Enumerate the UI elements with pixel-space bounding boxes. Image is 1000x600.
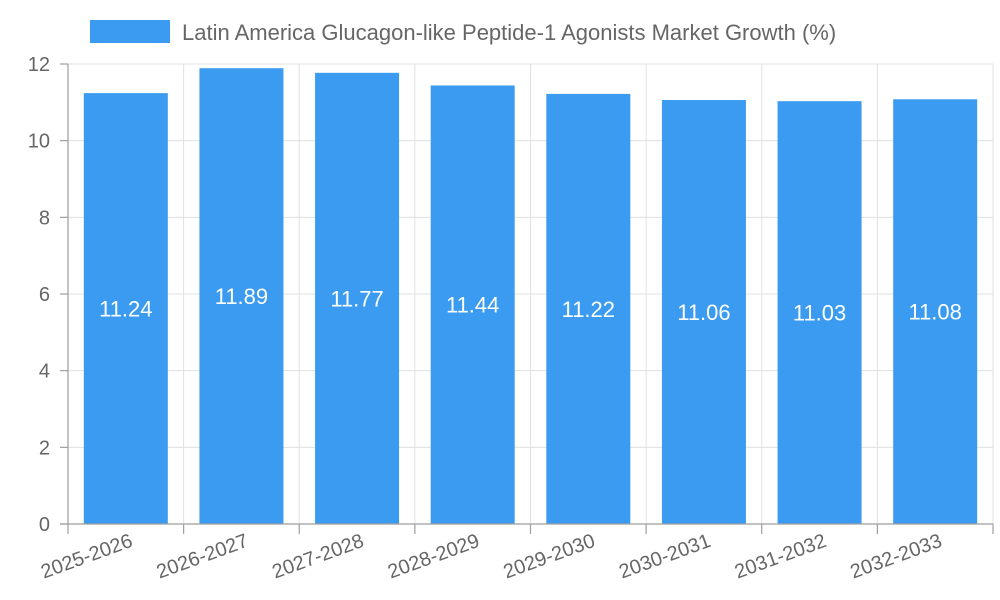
bar-value-label: 11.44 xyxy=(446,293,499,318)
legend[interactable]: Latin America Glucagon-like Peptide-1 Ag… xyxy=(90,20,836,45)
x-tick-label: 2031-2032 xyxy=(732,530,829,583)
x-tick-label: 2030-2031 xyxy=(616,530,713,583)
bar-value-label: 11.24 xyxy=(99,297,152,322)
bar[interactable] xyxy=(199,68,284,524)
bar[interactable] xyxy=(315,72,400,525)
bar[interactable] xyxy=(893,99,978,525)
bar[interactable] xyxy=(546,93,631,525)
x-tick-label: 2029-2030 xyxy=(501,530,598,583)
y-tick-label: 8 xyxy=(39,207,50,229)
x-tick-label: 2025-2026 xyxy=(38,530,135,583)
bar-value-label: 11.08 xyxy=(908,300,961,325)
x-tick-label: 2027-2028 xyxy=(269,530,366,583)
x-tick-label: 2028-2029 xyxy=(385,530,482,583)
y-tick-label: 0 xyxy=(39,514,50,536)
bar[interactable] xyxy=(661,100,746,525)
y-tick-label: 6 xyxy=(39,284,50,306)
legend-swatch xyxy=(90,20,170,43)
bar-value-label: 11.22 xyxy=(562,297,615,322)
x-tick-label: 2026-2027 xyxy=(154,530,251,583)
bar-value-label: 11.89 xyxy=(215,284,268,309)
bar-value-label: 11.77 xyxy=(330,286,383,311)
y-tick-label: 12 xyxy=(28,54,50,76)
bars-layer xyxy=(83,68,978,525)
y-tick-label: 4 xyxy=(39,361,50,383)
bar-value-label: 11.06 xyxy=(677,300,730,325)
bar[interactable] xyxy=(430,85,515,524)
bar[interactable] xyxy=(777,101,862,524)
bar[interactable] xyxy=(83,93,168,524)
y-tick-label: 10 xyxy=(28,131,50,153)
x-tick-label: 2032-2033 xyxy=(847,530,944,583)
bar-value-label: 11.03 xyxy=(793,301,846,326)
axes-layer xyxy=(60,63,994,534)
legend-label: Latin America Glucagon-like Peptide-1 Ag… xyxy=(182,20,836,45)
y-tick-label: 2 xyxy=(39,437,50,459)
